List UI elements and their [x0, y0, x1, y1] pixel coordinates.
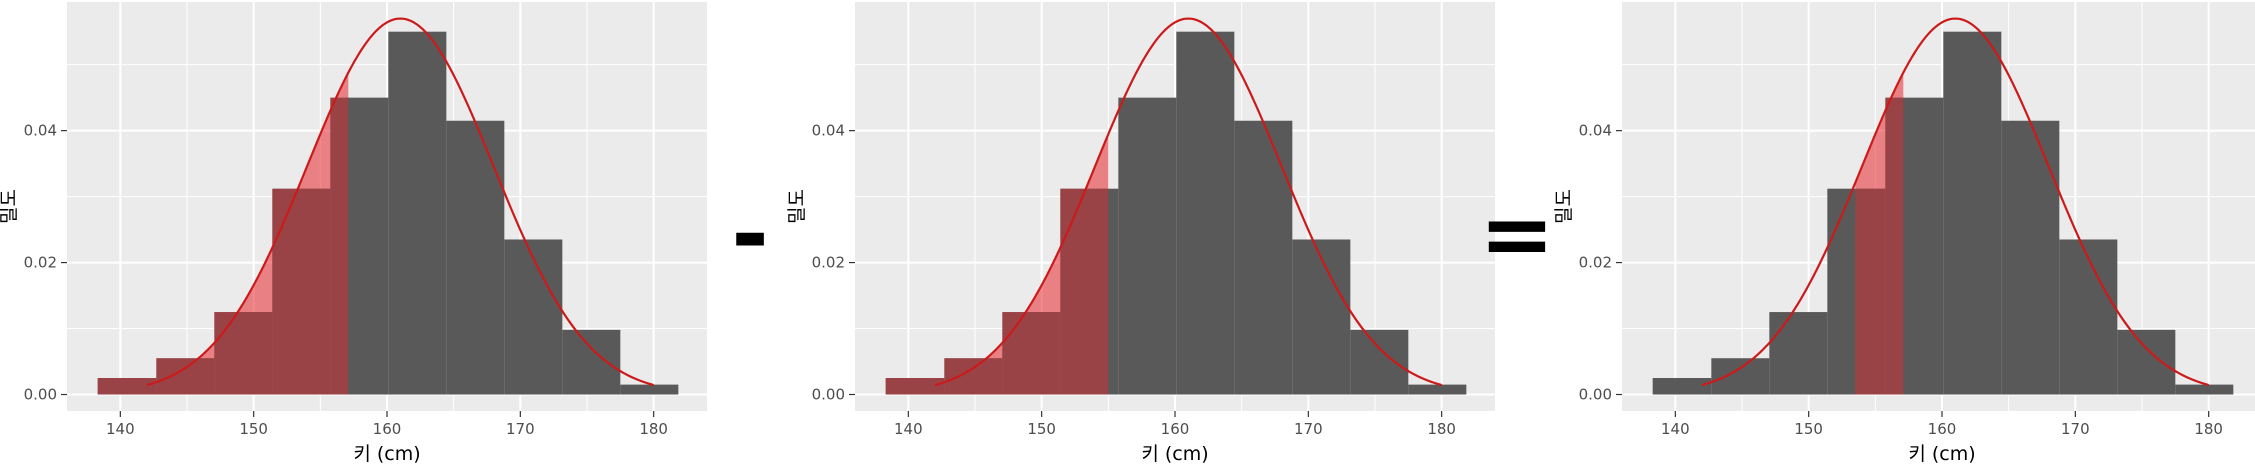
y-tick-label: 0.00	[812, 386, 845, 404]
y-tick-label: 0.04	[1579, 122, 1612, 140]
highlighted-bar-segment	[944, 358, 1003, 395]
x-tick-label: 160	[1161, 420, 1190, 438]
histogram-bar	[272, 188, 331, 395]
y-axis-title: 밀도	[1553, 189, 1575, 224]
highlighted-bar-segment	[1002, 312, 1061, 395]
histogram-bar	[1060, 188, 1119, 395]
histogram-bar	[2001, 120, 2060, 395]
histogram-bar	[214, 312, 273, 395]
x-tick-label: 150	[239, 420, 268, 438]
histogram-bar	[330, 97, 389, 395]
x-axis-title: 키 (cm)	[353, 443, 420, 464]
histogram-bar	[620, 384, 679, 395]
y-tick-label: 0.00	[1579, 386, 1612, 404]
x-axis-title: 키 (cm)	[1908, 443, 1975, 464]
histogram-bar	[2117, 329, 2176, 395]
histogram-bar	[1118, 97, 1177, 395]
chart-panel-1: 140 150 160 170 180 0.00 0.02 0.04 키 (cm) 밀도	[0, 2, 707, 464]
highlighted-bar-segment	[330, 97, 349, 395]
x-tick-label: 170	[1294, 420, 1323, 438]
y-tick-label: 0.00	[24, 386, 57, 404]
highlighted-bar-segment	[156, 358, 215, 395]
histogram-bar	[885, 378, 945, 395]
x-axis-title: 키 (cm)	[1141, 443, 1208, 464]
x-tick-label: 160	[373, 420, 402, 438]
y-tick-label: 0.04	[812, 122, 845, 140]
histogram-bar	[2175, 384, 2234, 395]
chart-panel-3: 140 150 160 170 180 0.00 0.02 0.04 키 (cm) 밀도	[1553, 2, 2255, 464]
x-tick-label: 170	[2061, 420, 2090, 438]
equals-operator: =	[1479, 182, 1554, 287]
y-axis-title: 밀도	[0, 189, 20, 224]
histogram-bar	[1292, 239, 1351, 395]
x-tick-label: 140	[894, 420, 923, 438]
x-tick-label: 180	[2194, 420, 2223, 438]
histogram-bar	[1350, 329, 1409, 395]
histogram-bar	[2059, 239, 2118, 395]
y-tick-label: 0.04	[24, 122, 57, 140]
y-axis-title: 밀도	[786, 189, 808, 224]
normal-density-curve	[146, 17, 654, 387]
histogram-bar	[944, 358, 1003, 395]
x-tick-label: 140	[1661, 420, 1690, 438]
highlighted-bar-segment	[97, 378, 157, 395]
histogram-bar	[446, 120, 505, 395]
x-tick-label: 160	[1928, 420, 1957, 438]
highlighted-bar-segment	[1855, 188, 1886, 395]
x-tick-label: 150	[1027, 420, 1056, 438]
histogram-bar	[156, 358, 215, 395]
x-tick-label: 180	[1427, 420, 1456, 438]
histogram-bar	[1943, 31, 2002, 395]
normal-density-curve	[934, 17, 1442, 387]
chart-panel-2: 140 150 160 170 180 0.00 0.02 0.04 키 (cm) 밀도	[786, 2, 1495, 464]
normal-density-curve	[1701, 17, 2209, 387]
histogram-bar	[562, 329, 621, 395]
x-tick-label: 170	[506, 420, 535, 438]
histogram-bar	[388, 31, 447, 395]
y-tick-label: 0.02	[1579, 254, 1612, 272]
highlighted-bar-segment	[1060, 188, 1109, 395]
histogram-bar	[504, 239, 563, 395]
histogram-bar	[1827, 188, 1886, 395]
highlighted-bar-segment	[1885, 97, 1904, 395]
x-tick-label: 140	[106, 420, 135, 438]
histogram-bar	[1408, 384, 1467, 395]
minus-operator: -	[731, 182, 768, 287]
histogram-bar	[1176, 31, 1235, 395]
histogram-bar	[1885, 97, 1944, 395]
histogram-bar	[1002, 312, 1061, 395]
y-tick-label: 0.02	[24, 254, 57, 272]
histogram-bar	[1234, 120, 1293, 395]
x-tick-label: 150	[1794, 420, 1823, 438]
highlighted-bar-segment	[214, 312, 273, 395]
y-tick-label: 0.02	[812, 254, 845, 272]
highlighted-bar-segment	[885, 378, 945, 395]
highlighted-bar-segment	[272, 188, 331, 395]
histogram-bar	[97, 378, 157, 395]
histogram-bar	[1711, 358, 1770, 395]
histogram-bar	[1652, 378, 1712, 395]
histogram-bar	[1769, 312, 1828, 395]
x-tick-label: 180	[639, 420, 668, 438]
